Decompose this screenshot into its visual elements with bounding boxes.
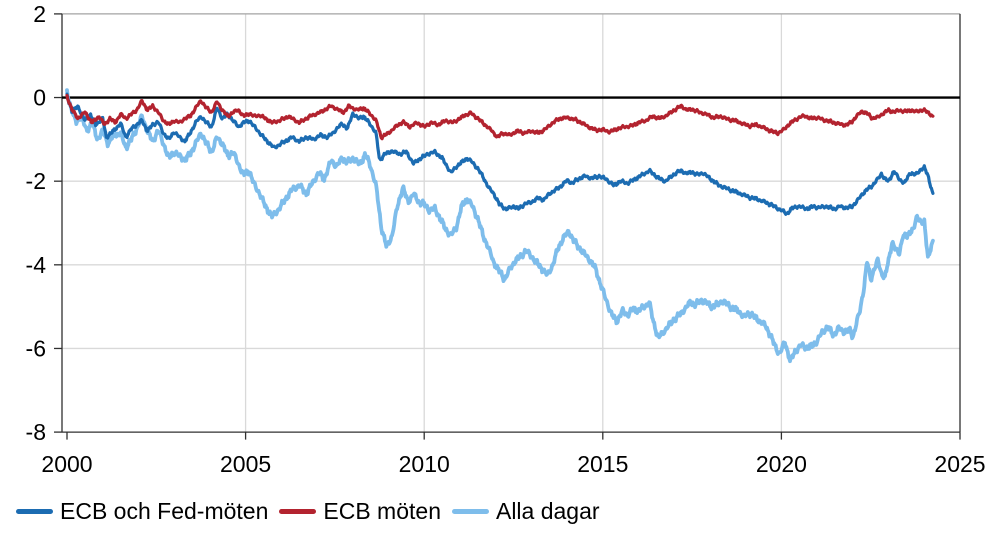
y-tick-label--4: -4 <box>26 252 47 278</box>
x-tick-label-2000: 2000 <box>41 451 92 477</box>
series-line-alla-dagar <box>65 88 935 364</box>
series-line-ecb-och-fed-m-ten <box>65 92 935 216</box>
series-line-ecb-m-ten <box>65 93 935 141</box>
x-tick-label-2025: 2025 <box>934 451 985 477</box>
legend-swatch-ecb-och-fed-moten <box>16 508 53 514</box>
legend-item-ecb-och-fed-moten: ECB och Fed-möten <box>16 498 268 524</box>
y-tick-label-0: 0 <box>33 85 46 111</box>
x-tick-label-2020: 2020 <box>756 451 807 477</box>
legend-swatch-alla-dagar <box>451 508 489 514</box>
x-tick-label-2005: 2005 <box>220 451 271 477</box>
line-chart: 2 0 -2 -4 -6 -8 2000 2005 2010 2015 2020 2025 <box>26 1 986 477</box>
x-tick-label-2010: 2010 <box>399 451 450 477</box>
y-tick-label--6: -6 <box>26 335 46 361</box>
x-tick-label-2015: 2015 <box>577 451 628 477</box>
legend-swatch-ecb-moten <box>279 508 317 514</box>
legend-label-alla-dagar: Alla dagar <box>495 498 600 524</box>
y-tick-label-2: 2 <box>33 1 46 27</box>
legend-item-alla-dagar: Alla dagar <box>451 498 600 524</box>
legend-label-ecb-och-fed-moten: ECB och Fed-möten <box>60 498 269 524</box>
chart-legend: ECB och Fed-möten ECB möten Alla dagar <box>16 498 1000 524</box>
y-tick-label--2: -2 <box>26 168 46 194</box>
legend-item-ecb-moten: ECB möten <box>279 498 441 524</box>
legend-label-ecb-moten: ECB möten <box>323 498 441 524</box>
y-tick-label--8: -8 <box>26 419 46 445</box>
